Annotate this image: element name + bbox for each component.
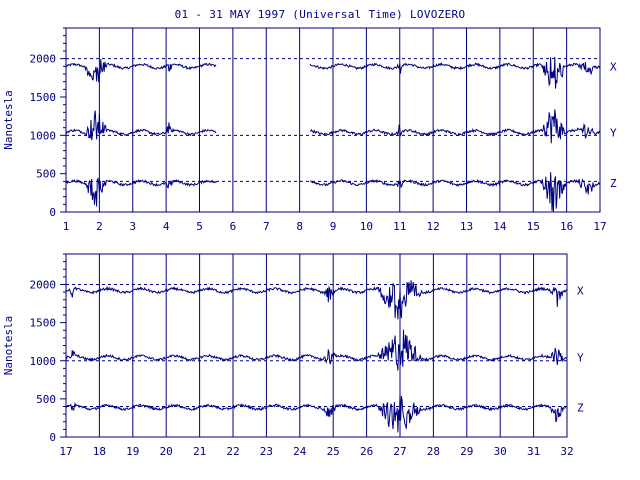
y-tick-label: 500 [36, 393, 56, 406]
x-tick-label: 1 [63, 220, 70, 233]
x-tick-label: 9 [330, 220, 337, 233]
x-tick-label: 2 [96, 220, 103, 233]
series-label: Y [577, 352, 584, 365]
x-tick-label: 17 [59, 445, 72, 458]
x-tick-label: 16 [560, 220, 573, 233]
x-tick-label: 29 [460, 445, 473, 458]
y-tick-label: 1500 [30, 91, 57, 104]
x-tick-label: 8 [296, 220, 303, 233]
x-tick-label: 22 [226, 445, 239, 458]
x-tick-label: 32 [560, 445, 573, 458]
y-axis-label: Nanotesla [2, 316, 15, 376]
series-label: Y [610, 126, 617, 139]
x-tick-label: 23 [260, 445, 273, 458]
x-tick-label: 20 [160, 445, 173, 458]
x-tick-label: 17 [593, 220, 606, 233]
y-tick-label: 1000 [30, 129, 57, 142]
series-label: Z [577, 401, 584, 414]
series-label: X [610, 60, 617, 73]
y-tick-label: 0 [49, 206, 56, 219]
y-axis-label: Nanotesla [2, 90, 15, 150]
y-tick-label: 2000 [30, 279, 57, 292]
series-z-line [65, 172, 601, 213]
x-tick-label: 4 [163, 220, 170, 233]
series-label: X [577, 285, 584, 298]
y-tick-label: 1000 [30, 355, 57, 368]
x-tick-label: 3 [129, 220, 136, 233]
x-tick-label: 10 [360, 220, 373, 233]
x-tick-label: 24 [293, 445, 307, 458]
x-tick-label: 15 [527, 220, 540, 233]
x-tick-label: 30 [494, 445, 507, 458]
x-tick-label: 18 [93, 445, 106, 458]
series-x-line [65, 280, 568, 320]
y-tick-label: 1500 [30, 317, 57, 330]
x-tick-label: 11 [393, 220, 406, 233]
x-tick-label: 12 [427, 220, 440, 233]
x-tick-label: 5 [196, 220, 203, 233]
chart-title: 01 - 31 MAY 1997 (Universal Time) LOVOZE… [174, 8, 466, 21]
x-tick-label: 13 [460, 220, 473, 233]
y-tick-label: 500 [36, 168, 56, 181]
x-tick-label: 25 [327, 445, 340, 458]
series-x-line [65, 56, 601, 89]
y-tick-label: 0 [49, 431, 56, 444]
x-tick-label: 6 [230, 220, 237, 233]
x-tick-label: 14 [493, 220, 507, 233]
series-y-line [65, 329, 568, 371]
series-y-line [65, 109, 601, 144]
x-tick-label: 27 [393, 445, 406, 458]
x-tick-label: 21 [193, 445, 206, 458]
x-tick-label: 26 [360, 445, 373, 458]
series-z-line [65, 394, 568, 433]
x-tick-label: 19 [126, 445, 139, 458]
x-tick-label: 31 [527, 445, 540, 458]
series-label: Z [610, 177, 617, 190]
y-tick-label: 2000 [30, 53, 57, 66]
x-tick-label: 7 [263, 220, 270, 233]
x-tick-label: 28 [427, 445, 440, 458]
